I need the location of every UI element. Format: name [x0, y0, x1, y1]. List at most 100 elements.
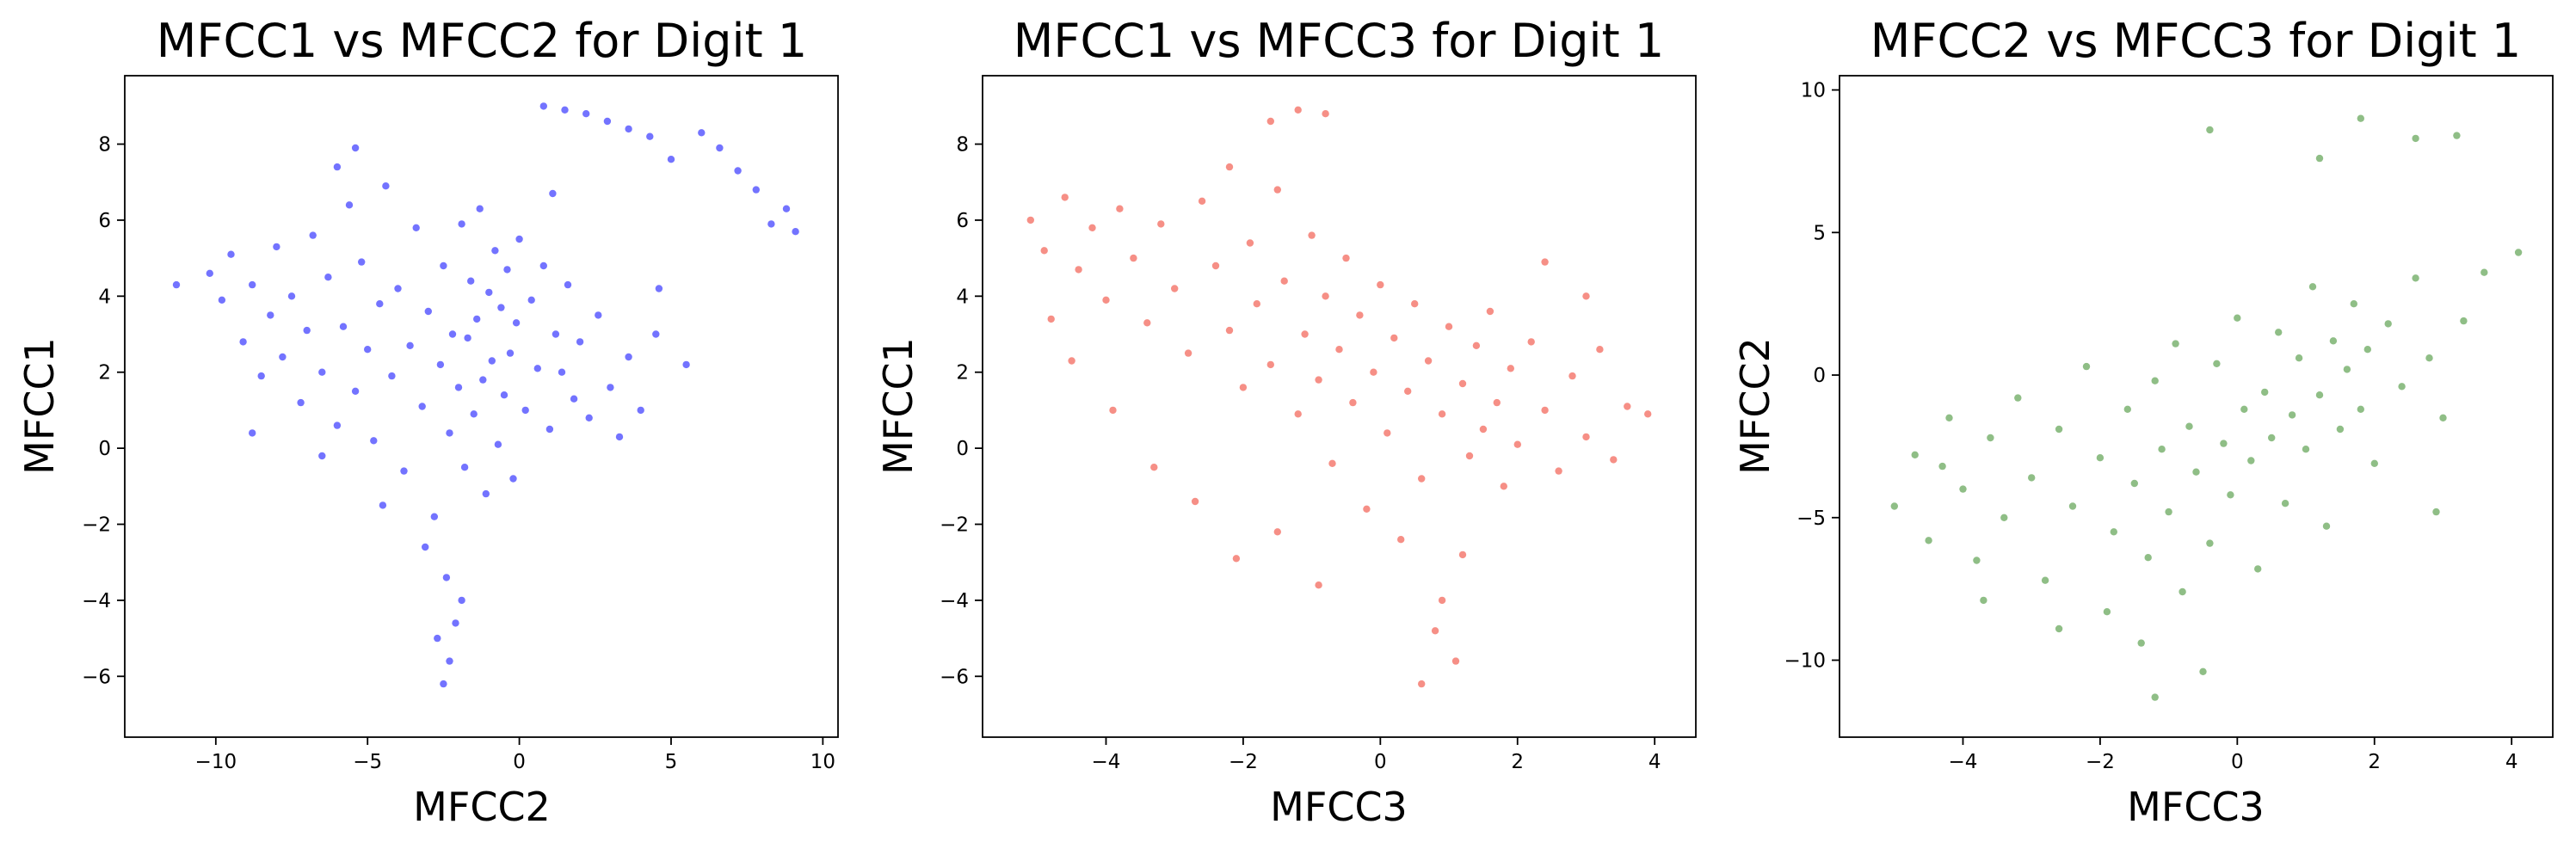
- chart-title: MFCC1 vs MFCC2 for Digit 1: [157, 14, 807, 68]
- scatter-point: [485, 288, 493, 297]
- scatter-point: [2439, 414, 2447, 421]
- scatter-point: [1342, 254, 1350, 262]
- x-ticks: −4 −2 0 2 4: [1949, 737, 2517, 773]
- x-tick-label: −4: [1949, 751, 1978, 773]
- scatter-point: [615, 433, 624, 441]
- x-tick-label: −4: [1092, 751, 1121, 773]
- scatter-point: [1890, 502, 1898, 510]
- scatter-point: [1458, 551, 1467, 559]
- scatter-point: [512, 319, 521, 327]
- x-tick-label: 10: [810, 751, 835, 773]
- scatter-point: [716, 144, 724, 152]
- x-axis-label: MFCC3: [1270, 784, 1408, 830]
- scatter-point: [564, 280, 572, 289]
- x-ticks: −4 −2 0 2 4: [1092, 737, 1661, 773]
- scatter-point: [370, 437, 378, 445]
- scatter-point: [279, 353, 287, 361]
- scatter-point: [515, 235, 523, 243]
- scatter-point: [446, 657, 453, 665]
- scatter-point: [2295, 354, 2303, 362]
- scatter-point: [2055, 425, 2063, 434]
- subplot-2: MFCC1 vs MFCC3 for Digit 1 −4 −2 0 2 4 −6−4−…: [875, 14, 1697, 830]
- scatter-point: [324, 274, 332, 281]
- scatter-point: [655, 285, 663, 292]
- scatter-point: [2315, 391, 2324, 399]
- scatter-point: [2192, 468, 2200, 476]
- scatter-point: [1527, 338, 1535, 346]
- scatter-point: [1384, 429, 1391, 437]
- scatter-point: [521, 406, 529, 415]
- scatter-point: [491, 247, 499, 255]
- scatter-point: [351, 144, 360, 152]
- scatter-point: [1438, 596, 1446, 605]
- y-tick-label: 0: [956, 438, 969, 460]
- scatter-point: [2103, 608, 2111, 616]
- scatter-point: [1273, 528, 1282, 536]
- x-tick-label: 4: [1649, 751, 1661, 773]
- scatter-point: [1150, 464, 1158, 471]
- y-tick-label: 2: [956, 362, 969, 384]
- y-tick-label: −10: [1784, 650, 1826, 673]
- scatter-point: [582, 110, 590, 118]
- scatter-point: [2336, 425, 2345, 434]
- scatter-point: [698, 129, 706, 137]
- scatter-point: [1266, 117, 1275, 126]
- scatter-point: [527, 296, 535, 304]
- scatter-point: [1959, 485, 1967, 493]
- scatter-point: [1479, 425, 1488, 434]
- y-tick-label: −2: [940, 514, 969, 537]
- scatter-point: [2179, 587, 2186, 596]
- scatter-point: [1315, 581, 1322, 589]
- y-tick-label: 6: [956, 210, 969, 232]
- y-tick-label: 4: [956, 286, 969, 308]
- scatter-point: [1431, 627, 1439, 635]
- scatter-point: [1253, 300, 1261, 308]
- scatter-point: [2151, 377, 2159, 384]
- scatter-point: [239, 338, 247, 346]
- scatter-point: [752, 186, 760, 194]
- scatter-point: [2357, 405, 2364, 413]
- y-tick-label: 0: [1813, 365, 1826, 387]
- scatter-point: [506, 349, 515, 357]
- chart-title: MFCC1 vs MFCC3 for Digit 1: [1014, 14, 1664, 68]
- scatter-point: [782, 205, 791, 212]
- scatter-point: [1308, 231, 1316, 239]
- scatter-point: [1322, 292, 1329, 300]
- scatter-point: [382, 182, 390, 190]
- chart-title: MFCC2 vs MFCC3 for Digit 1: [1870, 14, 2521, 68]
- scatter-point: [2240, 405, 2248, 413]
- scatter-point: [2144, 554, 2152, 562]
- scatter-point: [2268, 434, 2276, 442]
- scatter-point: [458, 596, 465, 605]
- scatter-point: [1404, 387, 1412, 395]
- scatter-point: [2158, 446, 2166, 453]
- scatter-point: [1068, 357, 1075, 365]
- scatter-point: [2261, 388, 2269, 397]
- scatter-point: [1109, 406, 1117, 415]
- scatter-point: [1541, 258, 1549, 266]
- scatter-point: [1582, 292, 1590, 300]
- scatter-point: [2288, 411, 2296, 419]
- scatter-point: [1541, 406, 1549, 415]
- scatter-point: [1040, 247, 1048, 255]
- y-ticks: −6 −4 −2 0 2 4 6 8: [940, 134, 983, 688]
- points-layer: [172, 102, 799, 688]
- scatter-point: [576, 338, 584, 346]
- scatter-point: [1938, 462, 1946, 471]
- scatter-point: [1143, 319, 1151, 327]
- y-tick-label: 5: [1813, 222, 1826, 244]
- y-tick-label: 0: [98, 438, 111, 460]
- scatter-point: [2308, 283, 2317, 291]
- x-tick-label: 0: [513, 751, 526, 773]
- scatter-point: [318, 452, 326, 460]
- scatter-point: [552, 330, 560, 338]
- scatter-point: [585, 414, 593, 421]
- scatter-point: [434, 634, 441, 643]
- scatter-point: [2343, 366, 2351, 373]
- scatter-point: [1225, 326, 1234, 335]
- plot-frame: [124, 75, 839, 738]
- scatter-point: [625, 353, 632, 361]
- scatter-point: [287, 292, 296, 300]
